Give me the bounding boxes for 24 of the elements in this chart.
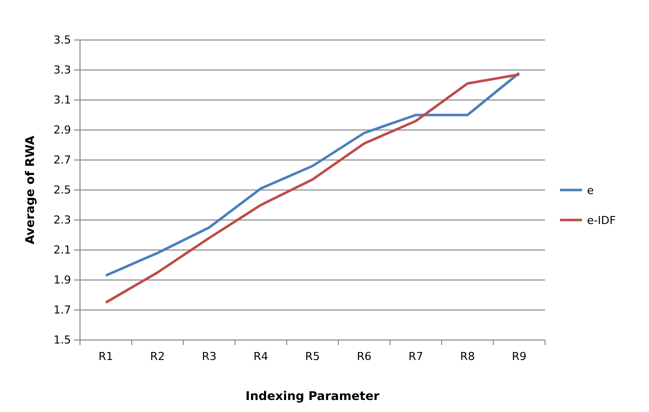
y-axis-title: Average of RWA [23, 134, 37, 244]
x-tick-label: R2 [150, 350, 165, 363]
y-tick-label: 3.5 [54, 34, 71, 47]
x-tick-label: R1 [98, 350, 114, 363]
y-tick-label: 3.3 [54, 64, 71, 77]
x-tick-label: R9 [512, 350, 526, 363]
y-tick-label: 3.1 [54, 94, 71, 107]
legend-label: e [587, 184, 594, 197]
x-tick-label: R8 [460, 350, 475, 363]
x-tick-label: R5 [305, 350, 320, 363]
y-tick-label: 2.1 [54, 244, 71, 257]
y-tick-label: 2.3 [54, 214, 71, 227]
y-tick-label: 2.5 [54, 184, 71, 197]
y-tick-label: 1.5 [54, 334, 71, 347]
y-tick-label: 2.7 [54, 154, 71, 167]
legend-label: e-IDF [587, 214, 616, 227]
x-tick-label: R3 [202, 350, 216, 363]
x-tick-label: R4 [254, 350, 268, 363]
x-tick-label: R7 [408, 350, 424, 363]
y-tick-label: 2.9 [54, 124, 71, 137]
y-tick-label: 1.9 [54, 274, 71, 287]
y-tick-label: 1.7 [54, 304, 71, 317]
x-axis-title: Indexing Parameter [246, 389, 380, 403]
x-tick-label: R6 [356, 350, 372, 363]
